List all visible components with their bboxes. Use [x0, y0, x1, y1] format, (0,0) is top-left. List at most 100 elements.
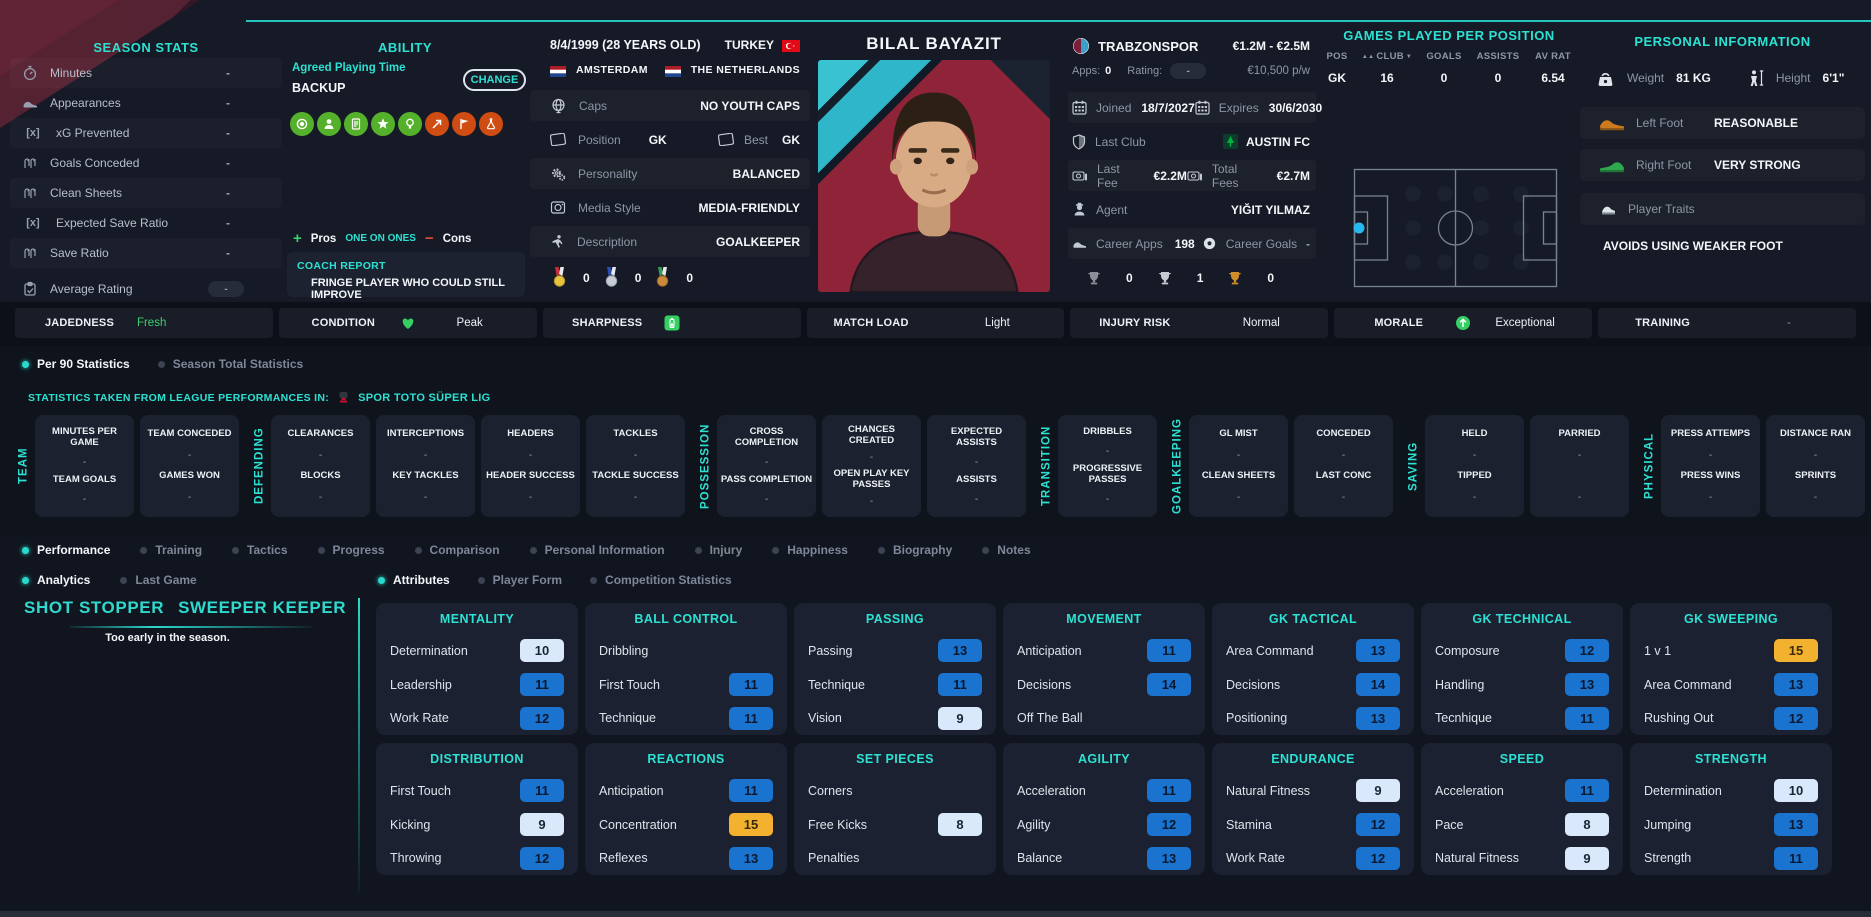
col-pos[interactable]: POS — [1326, 51, 1348, 62]
attr-row[interactable]: Work Rate 12 — [390, 701, 564, 735]
attr-row[interactable]: Anticipation 11 — [599, 774, 773, 808]
tab-last-game[interactable]: Last Game — [120, 573, 197, 587]
silver-medal-icon — [604, 267, 619, 288]
agent-value[interactable]: YIĞIT YILMAZ — [1230, 202, 1310, 217]
tab-attributes[interactable]: Attributes — [378, 573, 450, 587]
last-club-label: Last Club — [1095, 134, 1146, 149]
injury-risk-cell[interactable]: INJURY RISK Normal — [1070, 308, 1329, 338]
attr-row[interactable]: Area Command 13 — [1226, 634, 1400, 668]
role-shot-stopper[interactable]: SHOT STOPPER — [24, 598, 165, 617]
sharpness-cell[interactable]: SHARPNESS — [542, 308, 801, 338]
col-avrat[interactable]: AV RAT — [1535, 51, 1571, 62]
attr-row[interactable]: Free Kicks 8 — [808, 808, 982, 842]
condition-cell[interactable]: CONDITION Peak — [278, 308, 537, 338]
attr-row[interactable]: Acceleration 11 — [1017, 774, 1191, 808]
attr-row[interactable]: Pace 8 — [1435, 808, 1609, 842]
attr-row[interactable]: Penalties — [808, 841, 982, 875]
attr-row[interactable]: Strength 11 — [1644, 841, 1818, 875]
table-row-pos[interactable]: GK — [1328, 71, 1346, 85]
attr-row[interactable]: Off The Ball — [1017, 701, 1191, 735]
attr-row[interactable]: Concentration 15 — [599, 808, 773, 842]
nationality[interactable]: TURKEY — [724, 38, 774, 52]
training-cell[interactable]: TRAINING - — [1598, 308, 1857, 338]
col-assists[interactable]: ASSISTS — [1476, 51, 1520, 62]
attr-row[interactable]: Determination 10 — [1644, 774, 1818, 808]
attr-row[interactable]: Determination 10 — [390, 634, 564, 668]
gloves-icon — [22, 185, 38, 201]
jadedness-cell[interactable]: JADEDNESS Fresh — [15, 308, 273, 338]
attr-row[interactable]: Natural Fitness 9 — [1226, 774, 1400, 808]
attr-value-badge: 12 — [1356, 846, 1400, 870]
attr-panel-mentality: MENTALITY Determination 10 Leadership 11 W… — [376, 603, 578, 735]
last-club-value[interactable]: AUSTIN FC — [1246, 134, 1310, 149]
attr-row[interactable]: Balance 13 — [1017, 841, 1191, 875]
stat-card: INTERCEPTIONS - KEY TACKLES - — [376, 415, 475, 517]
attr-row[interactable]: First Touch 11 — [390, 774, 564, 808]
attr-row[interactable]: Work Rate 12 — [1226, 841, 1400, 875]
tab-comparison[interactable]: Comparison — [414, 543, 500, 557]
left-foot-value: REASONABLE — [1714, 116, 1799, 130]
role-sweeper-keeper[interactable]: SWEEPER KEEPER — [178, 598, 347, 617]
attr-value-badge: 12 — [1356, 813, 1400, 836]
col-goals[interactable]: GOALS — [1426, 51, 1462, 62]
club-value-range: €1.2M - €2.5M — [1232, 39, 1310, 53]
attr-row[interactable]: Corners — [808, 774, 982, 808]
tab-happiness[interactable]: Happiness — [772, 543, 848, 557]
attr-row[interactable]: Agility 12 — [1017, 808, 1191, 842]
tab-analytics[interactable]: Analytics — [22, 573, 90, 587]
morale-cell[interactable]: MORALE Exceptional — [1334, 308, 1593, 338]
radio-per-90-statistics[interactable]: Per 90 Statistics — [22, 357, 130, 371]
tab-personal-information[interactable]: Personal Information — [529, 543, 665, 557]
tab-training[interactable]: Training — [140, 543, 202, 557]
attr-row[interactable]: Kicking 9 — [390, 808, 564, 842]
attr-row[interactable]: Natural Fitness 9 — [1435, 841, 1609, 875]
netherlands-flag-icon — [664, 64, 683, 77]
tab-notes[interactable]: Notes — [982, 543, 1031, 557]
pros-value[interactable]: ONE ON ONES — [345, 233, 416, 244]
attr-row[interactable]: Reflexes 13 — [599, 841, 773, 875]
change-button[interactable]: CHANGE — [463, 69, 526, 91]
tab-label: Training — [155, 543, 203, 557]
attr-row[interactable]: Dribbling — [599, 634, 773, 668]
attr-row[interactable]: Area Command 13 — [1644, 668, 1818, 702]
stat-value: - — [764, 456, 769, 468]
attr-row[interactable]: Jumping 13 — [1644, 808, 1818, 842]
tab-performance[interactable]: Performance — [22, 543, 110, 557]
stat-card: HELD - TIPPED - — [1425, 415, 1524, 517]
flag-icon — [452, 112, 476, 136]
attr-row[interactable]: Leadership 11 — [390, 668, 564, 702]
stat-group-saving: SAVING HELD - TIPPED - PARRIED - - — [1405, 415, 1632, 517]
attr-row[interactable]: Acceleration 11 — [1435, 774, 1609, 808]
club-name[interactable]: TRABZONSPOR — [1098, 38, 1199, 54]
attr-row[interactable]: Throwing 12 — [390, 841, 564, 875]
tab-progress[interactable]: Progress — [317, 543, 385, 557]
stat-value: - — [974, 494, 979, 506]
attr-row[interactable]: Decisions 14 — [1226, 668, 1400, 702]
attr-row[interactable]: Passing 13 — [808, 634, 982, 668]
match-load-cell[interactable]: MATCH LOAD Light — [806, 308, 1065, 338]
attr-row[interactable]: Technique 11 — [599, 701, 773, 735]
radio-season-total-statistics[interactable]: Season Total Statistics — [157, 357, 303, 371]
stat-source-competition[interactable]: SPOR TOTO SÜPER LIG — [358, 391, 491, 404]
attr-panel-passing: PASSING Passing 13 Technique 11 Vision 9 — [794, 603, 996, 735]
attr-row[interactable]: First Touch 11 — [599, 668, 773, 702]
arrow-up-icon — [425, 112, 449, 136]
tab-tactics[interactable]: Tactics — [232, 543, 288, 557]
attr-row[interactable]: Vision 9 — [808, 701, 982, 735]
attr-row[interactable]: Technique 11 — [808, 668, 982, 702]
attr-row[interactable]: Decisions 14 — [1017, 668, 1191, 702]
tab-biography[interactable]: Biography — [877, 543, 952, 557]
attr-row[interactable]: Handling 13 — [1435, 668, 1609, 702]
tab-competition-statistics[interactable]: Competition Statistics — [590, 573, 732, 587]
attr-row[interactable]: Tecnhique 11 — [1435, 701, 1609, 735]
tab-player-form[interactable]: Player Form — [477, 573, 562, 587]
attr-panel-title: STRENGTH — [1695, 751, 1767, 766]
attr-row[interactable]: 1 v 1 15 — [1644, 634, 1818, 668]
attr-row[interactable]: Rushing Out 12 — [1644, 701, 1818, 735]
col-club[interactable]: ▲▲ CLUB ▼ — [1361, 51, 1413, 62]
attr-row[interactable]: Composure 12 — [1435, 634, 1609, 668]
attr-row[interactable]: Positioning 13 — [1226, 701, 1400, 735]
attr-row[interactable]: Stamina 12 — [1226, 808, 1400, 842]
attr-row[interactable]: Anticipation 11 — [1017, 634, 1191, 668]
tab-injury[interactable]: Injury — [694, 543, 742, 557]
